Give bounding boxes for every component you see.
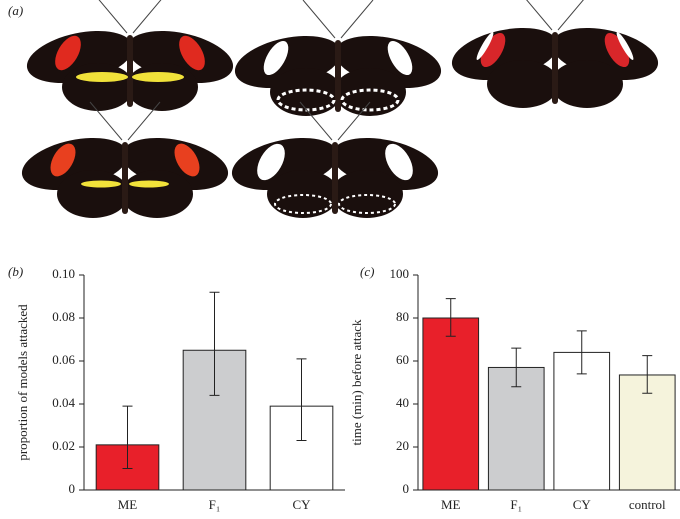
y-tick-label: 60 bbox=[396, 352, 409, 367]
y-tick-label: 20 bbox=[396, 438, 409, 453]
y-tick-label: 80 bbox=[396, 309, 409, 324]
butterfly-image bbox=[21, 0, 239, 112]
x-tick-label: ME bbox=[441, 497, 461, 512]
bar bbox=[618, 374, 676, 491]
error-bar bbox=[122, 405, 133, 469]
y-tick-label: 0.02 bbox=[52, 438, 75, 453]
error-bar bbox=[445, 298, 456, 337]
panel-label: (b) bbox=[8, 264, 23, 279]
x-tick-label: CY bbox=[573, 497, 592, 512]
bar bbox=[553, 351, 611, 491]
error-bar bbox=[642, 355, 653, 394]
butterfly-image bbox=[229, 0, 447, 117]
butterfly-image bbox=[446, 0, 664, 109]
bar bbox=[182, 349, 247, 491]
x-tick-label: CY bbox=[292, 497, 311, 512]
y-tick-label: 0.04 bbox=[52, 395, 75, 410]
x-tick-label: ME bbox=[118, 497, 138, 512]
y-tick-label: 100 bbox=[390, 266, 410, 281]
y-tick-label: 0.06 bbox=[52, 352, 75, 367]
error-bar bbox=[296, 358, 307, 442]
bar bbox=[422, 317, 480, 491]
panel-label: (a) bbox=[8, 3, 23, 18]
error-bar bbox=[576, 330, 587, 375]
butterfly-image bbox=[226, 101, 444, 219]
y-axis-label: time (min) before attack bbox=[349, 319, 364, 445]
butterfly-image bbox=[16, 101, 234, 219]
error-bar bbox=[209, 291, 220, 396]
x-tick-label: F₁ bbox=[209, 497, 221, 512]
y-tick-label: 0.10 bbox=[52, 266, 75, 281]
y-tick-label: 0.08 bbox=[52, 309, 75, 324]
x-tick-label: F₁ bbox=[510, 497, 522, 512]
error-bar bbox=[511, 347, 522, 388]
y-tick-label: 0 bbox=[403, 481, 410, 496]
panel-label: (c) bbox=[360, 264, 374, 279]
y-tick-label: 40 bbox=[396, 395, 409, 410]
x-tick-label: control bbox=[629, 497, 666, 512]
y-axis-label: proportion of models attacked bbox=[15, 304, 30, 461]
y-tick-label: 0 bbox=[69, 481, 76, 496]
